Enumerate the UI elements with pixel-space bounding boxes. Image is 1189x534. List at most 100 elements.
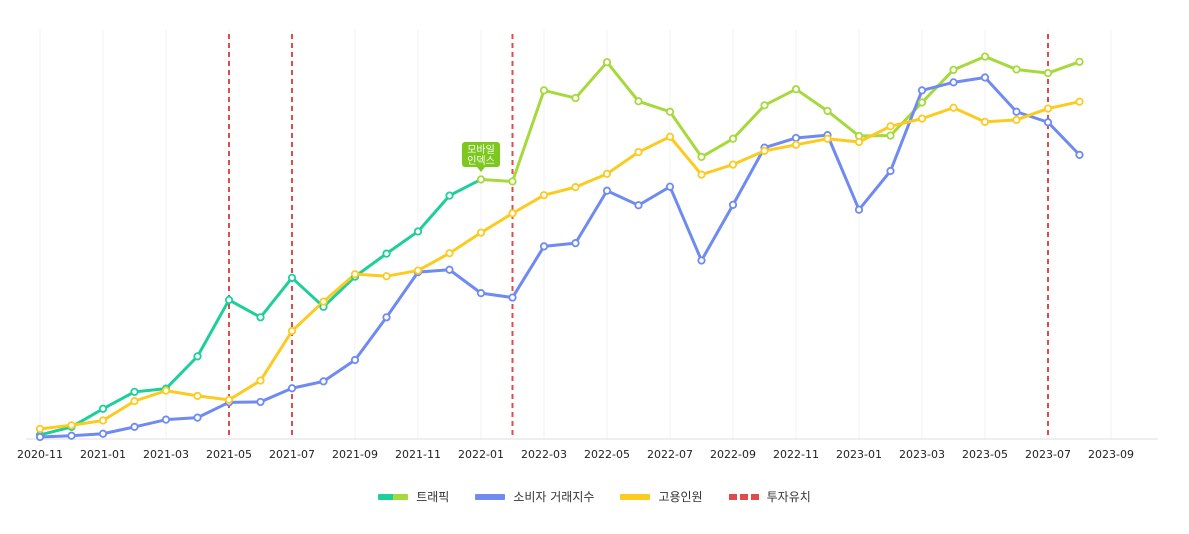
data-point[interactable]	[980, 117, 990, 126]
data-point[interactable]	[256, 313, 265, 322]
data-point[interactable]	[1012, 115, 1021, 124]
data-point[interactable]	[224, 395, 234, 405]
data-point[interactable]	[728, 200, 738, 209]
data-point[interactable]	[1043, 104, 1053, 113]
data-point[interactable]	[760, 101, 769, 110]
data-point[interactable]	[161, 386, 171, 395]
data-point[interactable]	[193, 391, 202, 400]
legend-item-traffic[interactable]: 트래픽	[378, 488, 449, 505]
data-point[interactable]	[539, 191, 549, 200]
data-point[interactable]	[1043, 118, 1053, 127]
data-point[interactable]	[445, 265, 454, 274]
data-point[interactable]	[697, 152, 706, 161]
data-point[interactable]	[350, 355, 360, 365]
data-point[interactable]	[539, 242, 549, 251]
data-point[interactable]	[287, 273, 297, 282]
data-point[interactable]	[287, 384, 297, 393]
data-point[interactable]	[130, 422, 139, 432]
data-point[interactable]	[1012, 107, 1021, 116]
data-point[interactable]	[917, 98, 927, 107]
data-point[interactable]	[130, 387, 139, 396]
data-point[interactable]	[760, 146, 769, 155]
data-point[interactable]	[728, 160, 738, 169]
data-point[interactable]	[319, 377, 328, 386]
data-point[interactable]	[98, 416, 108, 425]
data-point[interactable]	[1075, 97, 1084, 106]
data-point[interactable]	[634, 147, 643, 157]
x-tick-label: 2020-11	[17, 448, 63, 461]
data-point[interactable]	[949, 103, 958, 112]
data-point[interactable]	[256, 397, 265, 407]
data-point[interactable]	[949, 65, 958, 74]
data-point[interactable]	[319, 297, 328, 306]
data-point[interactable]	[193, 413, 202, 422]
data-point[interactable]	[571, 239, 580, 248]
data-point[interactable]	[1075, 57, 1084, 66]
data-point[interactable]	[728, 134, 738, 143]
data-point[interactable]	[602, 169, 612, 178]
data-point[interactable]	[382, 249, 391, 258]
data-point[interactable]	[130, 397, 139, 406]
data-point[interactable]	[35, 424, 45, 434]
data-point[interactable]	[980, 52, 990, 61]
data-point[interactable]	[256, 376, 265, 385]
data-point[interactable]	[287, 326, 297, 336]
data-point[interactable]	[1043, 68, 1053, 78]
data-point[interactable]	[917, 114, 927, 123]
data-point[interactable]	[350, 270, 360, 279]
data-point[interactable]	[571, 93, 580, 103]
data-point[interactable]	[665, 132, 675, 141]
data-point[interactable]	[634, 201, 643, 210]
data-point[interactable]	[697, 170, 706, 179]
data-point[interactable]	[35, 432, 45, 442]
data-point[interactable]	[1012, 65, 1021, 74]
data-point[interactable]	[949, 78, 958, 87]
data-point[interactable]	[602, 58, 612, 67]
data-point[interactable]	[823, 106, 832, 116]
data-point[interactable]	[224, 295, 234, 305]
data-point[interactable]	[476, 228, 486, 237]
data-point[interactable]	[445, 191, 454, 200]
data-point[interactable]	[539, 86, 549, 95]
data-point[interactable]	[161, 415, 171, 424]
data-point[interactable]	[382, 272, 391, 281]
data-point[interactable]	[508, 209, 517, 218]
series-line-segment	[39, 178, 482, 437]
data-point[interactable]	[791, 85, 801, 94]
legend-item-consumer-index[interactable]: 소비자 거래지수	[475, 488, 594, 505]
data-point[interactable]	[791, 133, 801, 143]
data-point[interactable]	[571, 183, 580, 192]
data-point[interactable]	[823, 134, 832, 143]
data-point[interactable]	[886, 131, 895, 140]
data-point[interactable]	[854, 137, 864, 147]
data-point[interactable]	[1075, 150, 1084, 159]
data-point[interactable]	[886, 166, 895, 176]
data-point[interactable]	[665, 182, 675, 191]
data-point[interactable]	[508, 177, 517, 186]
data-point[interactable]	[634, 97, 643, 106]
data-point[interactable]	[98, 404, 108, 413]
legend-item-employees[interactable]: 고용인원	[620, 488, 703, 505]
data-point[interactable]	[382, 313, 391, 322]
data-point[interactable]	[917, 86, 927, 95]
data-point[interactable]	[602, 186, 612, 195]
data-point[interactable]	[886, 122, 895, 131]
data-point[interactable]	[413, 266, 423, 275]
legend-item-investment[interactable]: 투자유치	[728, 488, 811, 505]
data-point[interactable]	[67, 431, 76, 440]
data-point[interactable]	[697, 256, 706, 265]
x-tick-label: 2023-03	[899, 448, 945, 461]
data-point[interactable]	[665, 107, 675, 116]
data-point[interactable]	[508, 293, 517, 302]
data-point[interactable]	[476, 175, 486, 184]
data-point[interactable]	[67, 421, 76, 430]
data-point[interactable]	[413, 227, 423, 236]
data-point[interactable]	[980, 73, 990, 82]
data-point[interactable]	[98, 429, 108, 438]
data-point[interactable]	[193, 352, 202, 361]
data-point[interactable]	[445, 249, 454, 258]
data-point[interactable]	[854, 205, 864, 214]
data-point[interactable]	[791, 140, 801, 149]
data-point[interactable]	[476, 289, 486, 298]
